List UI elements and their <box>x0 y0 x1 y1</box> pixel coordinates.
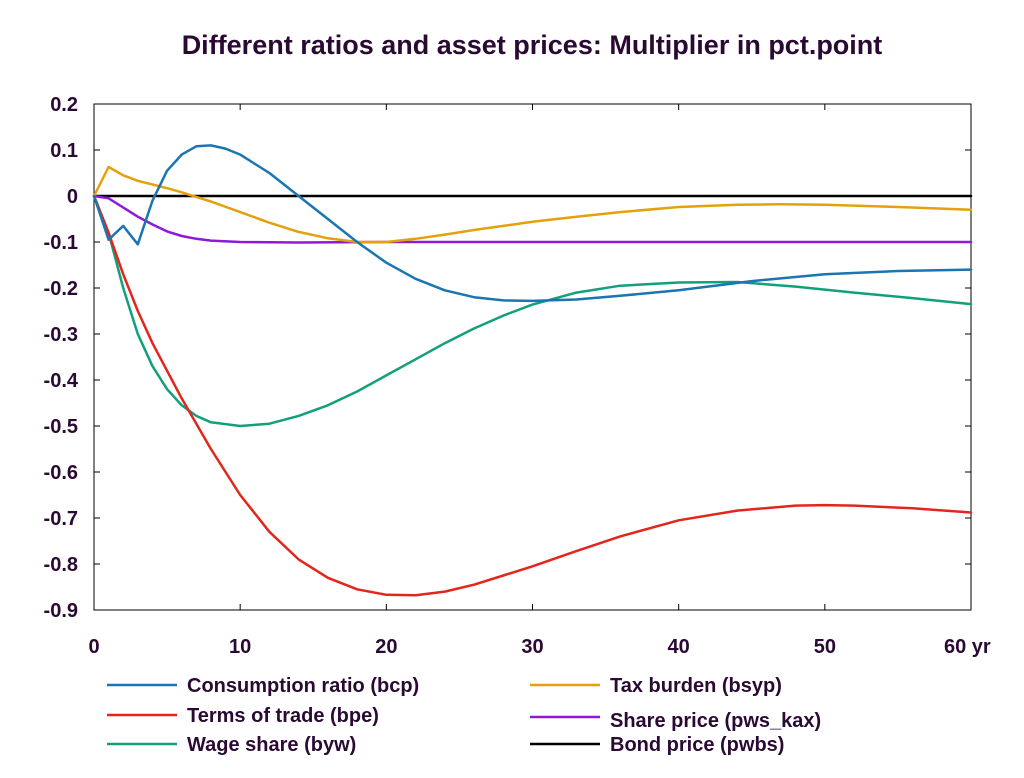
x-tick-label: 40 <box>668 636 690 658</box>
plot-frame <box>93 103 972 611</box>
series-line-2 <box>92 194 973 428</box>
x-tick-label: 10 <box>229 636 251 658</box>
y-tick-label: -0.8 <box>44 554 78 576</box>
y-tick-label: -0.2 <box>44 278 78 300</box>
y-tick-label: -0.9 <box>44 600 78 622</box>
axes: 0.2 0.1 0 -0.1 -0.2 -0.3 -0.4 -0.5 -0.6 -0.7 -0.8 -… <box>44 94 991 658</box>
legend-label-2: Wage share (byw) <box>187 734 356 756</box>
y-tick-label: -0.7 <box>44 508 78 530</box>
chart-title: Different ratios and asset prices: Multi… <box>181 30 883 60</box>
y-tick-label: 0.1 <box>50 140 78 162</box>
legend: Consumption ratio (bcp) Terms of trade (b… <box>107 675 821 756</box>
y-tick-label: -0.3 <box>44 324 78 346</box>
legend-label-4: Share price (pws_kax) <box>610 710 821 732</box>
series-lines <box>92 144 973 597</box>
legend-label-3: Tax burden (bsyp) <box>610 675 782 697</box>
y-tick-label: 0 <box>67 186 78 208</box>
x-tick-label: 50 <box>814 636 836 658</box>
series-line-3 <box>92 165 973 244</box>
x-tick-label: 60 yr <box>944 636 991 658</box>
series-line-0 <box>92 144 973 303</box>
y-tick-label: -0.4 <box>44 370 79 392</box>
x-tick-label: 0 <box>88 636 99 658</box>
legend-label-0: Consumption ratio (bcp) <box>187 675 419 697</box>
y-tick-label: -0.5 <box>44 416 78 438</box>
x-tick-label: 20 <box>375 636 397 658</box>
series-line-4 <box>92 194 973 244</box>
y-tick-label: -0.6 <box>44 462 78 484</box>
legend-label-5: Bond price (pwbs) <box>610 734 784 756</box>
series-line-1 <box>92 194 973 597</box>
legend-label-1: Terms of trade (bpe) <box>187 705 379 727</box>
y-tick-label: -0.1 <box>44 232 78 254</box>
x-tick-label: 30 <box>521 636 543 658</box>
y-tick-label: 0.2 <box>50 94 78 116</box>
